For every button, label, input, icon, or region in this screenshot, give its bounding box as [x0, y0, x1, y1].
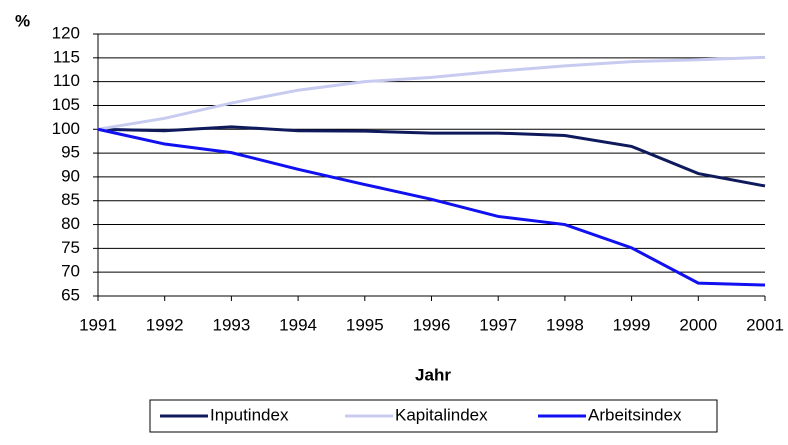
x-tick-label: 1999: [613, 315, 651, 334]
y-tick-label: 115: [53, 47, 80, 66]
y-axis-label: %: [15, 11, 30, 30]
y-tick-label: 80: [61, 214, 80, 233]
x-tick-label: 2001: [746, 315, 784, 334]
x-tick-label: 1997: [479, 315, 517, 334]
y-tick-label: 75: [61, 238, 80, 257]
x-axis-label: Jahr: [415, 365, 451, 384]
y-tick-label: 85: [61, 190, 80, 209]
x-tick-label: 1996: [413, 315, 451, 334]
x-tick-label: 1991: [79, 315, 117, 334]
x-tick-label: 1993: [212, 315, 250, 334]
legend-label: Inputindex: [210, 405, 289, 424]
y-tick-label: 70: [61, 262, 80, 281]
series-line: [97, 125, 766, 188]
series-line: [97, 127, 766, 287]
y-tick-label: 95: [61, 143, 80, 162]
x-tick-label: 2000: [679, 315, 717, 334]
y-tick-label: 90: [61, 166, 80, 185]
x-tick-label: 1995: [346, 315, 384, 334]
legend-box: [149, 399, 718, 433]
y-tick-label: 105: [52, 95, 80, 114]
legend-label: Arbeitsindex: [588, 405, 682, 424]
legend-label: Kapitalindex: [395, 405, 488, 424]
y-tick-label: 100: [52, 119, 80, 138]
x-tick-label: 1998: [546, 315, 584, 334]
x-tick-label: 1992: [146, 315, 184, 334]
series-line: [97, 55, 766, 131]
y-tick-label: 120: [52, 23, 80, 42]
y-tick-label: 65: [61, 285, 80, 304]
y-tick-label: 110: [53, 71, 80, 90]
x-tick-label: 1994: [279, 315, 317, 334]
